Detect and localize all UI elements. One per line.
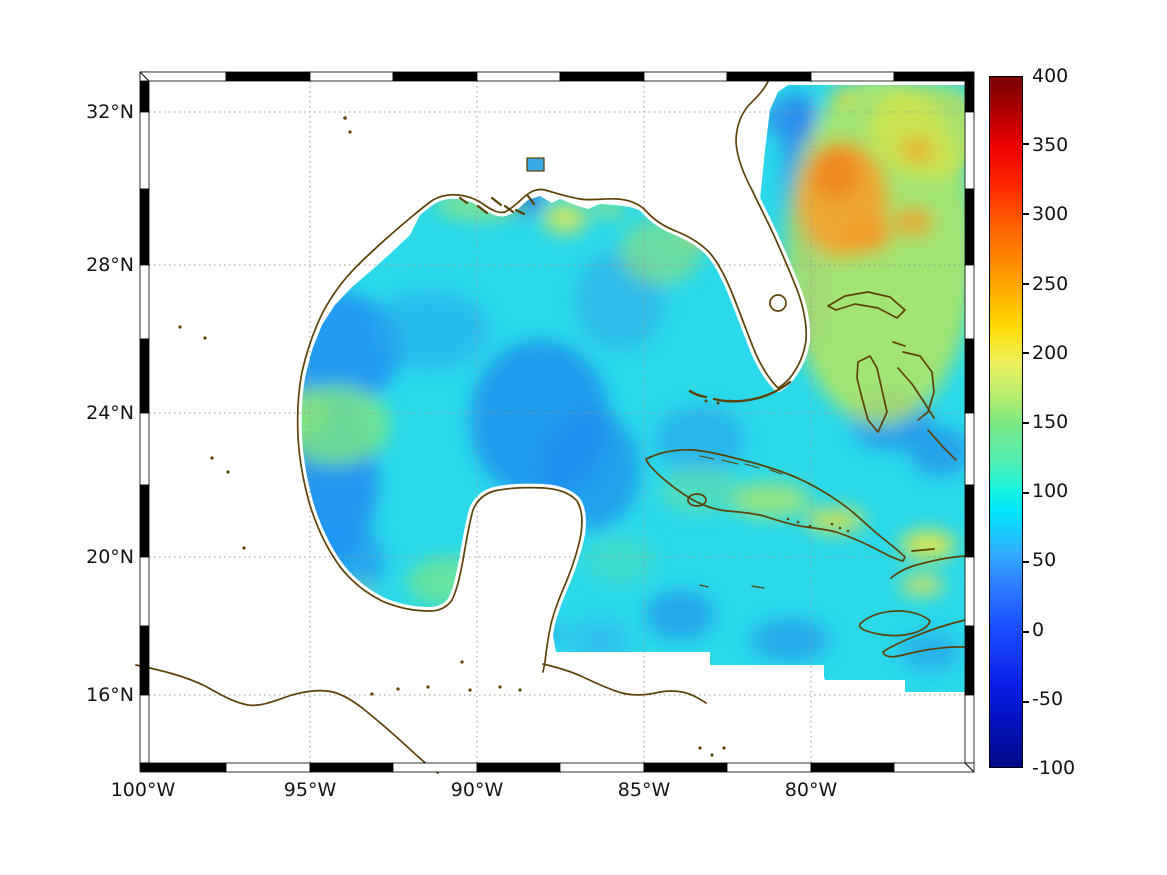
colorbar-tick-label: 250 [1032,273,1069,295]
colorbar-tick [1023,143,1029,146]
lon-tick-label: 100°W [110,779,176,801]
colorbar-tick [1023,282,1029,285]
lon-tick-label: 85°W [617,779,671,801]
colorbar-tick [1023,700,1029,703]
colorbar-tick-label: -50 [1032,688,1064,710]
lat-tick-label: 28°N [86,254,134,276]
lat-tick-label: 24°N [86,402,134,424]
lon-tick-label: 90°W [450,779,504,801]
no-data-mask [546,652,965,770]
lake-pontchartrain [526,157,545,172]
lake-okeechobee [769,294,787,312]
colorbar-tick-label: 100 [1032,480,1069,502]
colorbar-tick [1023,352,1029,355]
islet-dots [178,116,850,757]
lat-tick-label: 16°N [86,684,134,706]
colorbar-tick [1023,422,1029,424]
colorbar-tick-label: 0 [1032,619,1045,641]
lat-tick-label: 20°N [86,546,134,568]
map-frame [139,71,975,773]
colorbar-tick-label: -100 [1032,757,1076,779]
lat-tick-label: 32°N [86,101,134,123]
colorbar-gradient [989,76,1029,768]
colorbar-tick-label: 50 [1032,549,1057,571]
colorbar-tick-label: 350 [1032,134,1069,156]
colorbar-tick [1023,212,1029,215]
colorbar-tick [1023,631,1029,634]
lon-tick-label: 95°W [283,779,337,801]
colorbar-tick-label: 400 [1032,65,1069,87]
graticule [149,81,965,763]
colorbar-tick-label: 200 [1032,342,1069,364]
lon-tick-label: 80°W [784,779,838,801]
colorbar-tick [1023,561,1029,564]
colorbar-tick [1023,491,1029,494]
coastlines [135,76,966,774]
colorbar-tick-label: 300 [1032,203,1069,225]
colorbar-tick-label: 150 [1032,411,1069,433]
